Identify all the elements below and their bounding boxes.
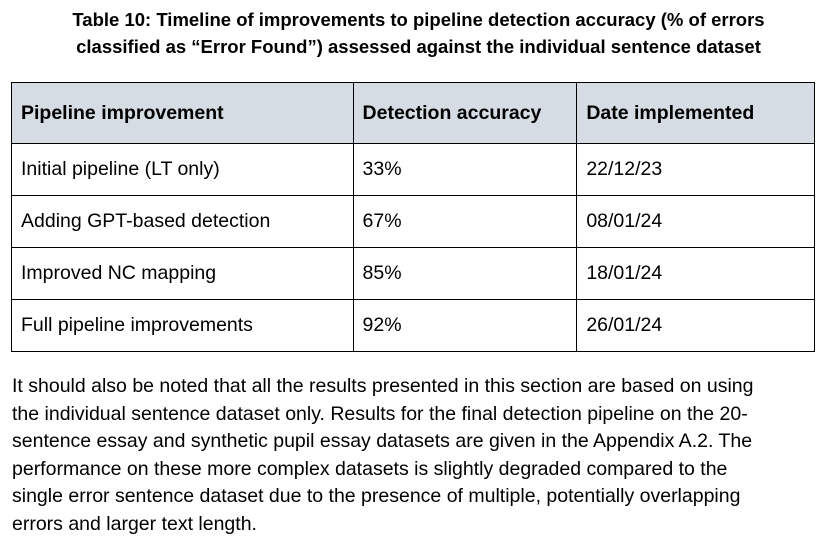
caption-line: classified as “Error Found”) assessed ag… — [76, 36, 761, 57]
cell-detection-accuracy: 33% — [352, 143, 578, 196]
table-row: Full pipeline improvements 92% 26/01/24 — [11, 299, 815, 352]
cell-detection-accuracy: 67% — [352, 195, 578, 248]
cell-date-implemented: 08/01/24 — [576, 195, 815, 248]
paragraph-line: performance on these more complex datase… — [12, 457, 728, 480]
cell-pipeline-improvement: Adding GPT-based detection — [11, 195, 354, 248]
table-row: Improved NC mapping 85% 18/01/24 — [11, 247, 815, 300]
caption-line: Table 10: Timeline of improvements to pi… — [72, 9, 765, 30]
cell-date-implemented: 18/01/24 — [576, 247, 815, 300]
table-row: Adding GPT-based detection 67% 08/01/24 — [11, 195, 815, 248]
table-row: Initial pipeline (LT only) 33% 22/12/23 — [11, 143, 815, 196]
body-paragraph: It should also be noted that all the res… — [12, 373, 827, 539]
cell-pipeline-improvement: Improved NC mapping — [11, 247, 354, 300]
paragraph-line: errors and larger text length. — [12, 512, 257, 535]
header-date-implemented: Date implemented — [576, 82, 815, 144]
paragraph-line: sentence essay and synthetic pupil essay… — [12, 430, 753, 453]
paragraph-line: single error sentence dataset due to the… — [12, 485, 741, 508]
paragraph-line: the individual sentence dataset only. Re… — [12, 402, 748, 425]
cell-date-implemented: 26/01/24 — [576, 299, 815, 352]
paragraph-line: It should also be noted that all the res… — [12, 375, 754, 397]
cell-pipeline-improvement: Initial pipeline (LT only) — [11, 143, 354, 196]
table-header-row: Pipeline improvement Detection accuracy … — [11, 82, 815, 144]
header-detection-accuracy: Detection accuracy — [352, 82, 578, 144]
cell-pipeline-improvement: Full pipeline improvements — [11, 299, 354, 352]
table-caption: Table 10: Timeline of improvements to pi… — [0, 6, 837, 60]
header-pipeline-improvement: Pipeline improvement — [11, 82, 354, 144]
cell-date-implemented: 22/12/23 — [576, 143, 815, 196]
cell-detection-accuracy: 92% — [352, 299, 578, 352]
pipeline-improvements-table: Pipeline improvement Detection accuracy … — [11, 82, 815, 352]
cell-detection-accuracy: 85% — [352, 247, 578, 300]
